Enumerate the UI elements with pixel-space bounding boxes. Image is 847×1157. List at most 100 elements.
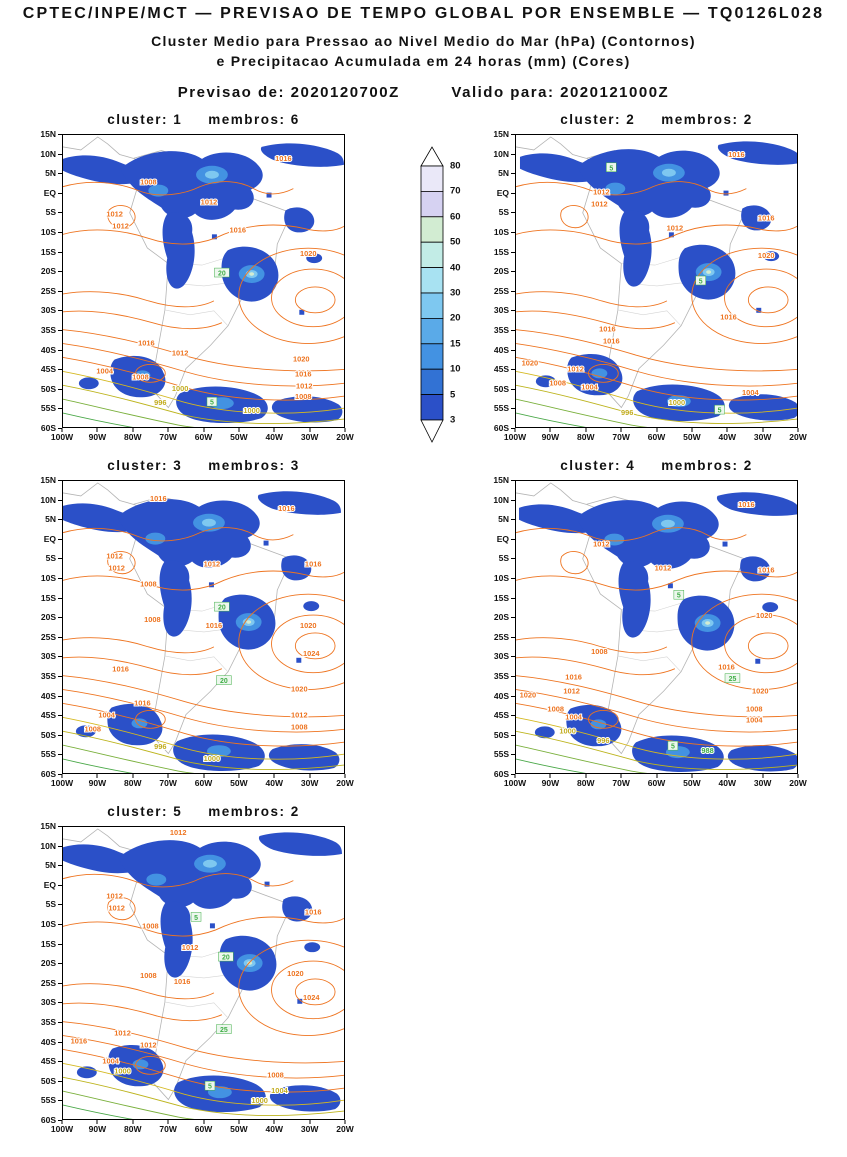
contour-label: 1004: [581, 382, 598, 391]
lon-tick-label: 80W: [577, 432, 595, 442]
lat-tick: [511, 349, 515, 351]
contour-label: 1008: [549, 378, 566, 387]
lat-tick-label: EQ: [43, 879, 56, 890]
lat-tick: [511, 774, 515, 775]
lat-tick: [511, 134, 515, 135]
lat-tick-label: 5S: [498, 553, 509, 564]
lat-tick: [58, 963, 62, 965]
forecast-dates: Previsao de: 2020120700Z Valido para: 20…: [0, 84, 847, 101]
contour-label: 1012: [593, 540, 610, 549]
lat-tick-label: 25S: [40, 285, 56, 296]
lat-tick-label: 5S: [45, 899, 56, 910]
lat-tick: [511, 519, 515, 521]
subtitle-line-2: e Precipitacao Acumulada em 24 horas (mm…: [216, 53, 631, 69]
lat-tick-label: 10S: [40, 572, 56, 583]
precip-label-box: [206, 396, 218, 407]
panel-title: cluster: 4 membros: 2: [515, 458, 798, 480]
contour-label: 1004: [746, 715, 763, 724]
contour-label: 1000: [669, 398, 686, 407]
lat-axis: 15N 10N 5N EQ 5S 10S 15S 20S 25S 30S 35S 40S 45S 50S 5…: [487, 130, 515, 432]
lat-tick: [58, 774, 62, 775]
lat-tick: [58, 349, 62, 351]
colorbar-cell: [420, 191, 444, 218]
cluster-panel-4: cluster: 4 membros: 2 15N 10N 5N EQ 5S 10S 15S 20…: [487, 458, 806, 787]
lat-tick: [511, 597, 515, 599]
lat-tick: [58, 924, 62, 925]
lon-tick: [620, 428, 622, 432]
lon-axis: 100W 90W 80W 70W 60W 50W 40W 30W 20W: [51, 774, 354, 790]
lat-tick-label: 5N: [45, 167, 56, 178]
lat-tick-label: 45S: [493, 709, 509, 720]
contour-label: 1012: [112, 221, 129, 230]
lat-tick-label: 15N: [493, 128, 509, 139]
lon-tick-label: 40W: [265, 432, 283, 442]
lat-tick: [511, 232, 515, 233]
lon-tick: [585, 774, 587, 778]
contour-label: 1008: [267, 1070, 284, 1079]
contour-label: 1012: [108, 563, 125, 572]
lat-tick: [58, 1002, 62, 1004]
lon-tick-label: 80W: [124, 432, 142, 442]
lat-tick-label: 20S: [40, 611, 56, 622]
lat-tick-label: 20S: [493, 611, 509, 622]
contour-label: 1016: [150, 494, 167, 503]
contour-label: 1008: [746, 704, 763, 713]
lat-tick: [58, 754, 62, 756]
lon-tick: [726, 774, 728, 778]
lat-axis: 15N 10N 5N EQ 5S 10S 15S 20S 25S 30S 35S 40S 45S 50S 5…: [34, 476, 62, 778]
contour-label: 1008: [547, 704, 564, 713]
coastline-central-america: [63, 136, 134, 159]
map-canvas: 1016 5 1012 1012 1012 1016 1020 5 1016 1016 1016 10…: [516, 136, 797, 427]
lat-tick-label: 10N: [40, 494, 56, 505]
map-canvas: 1016 1012 1012 1016 5 1020 1008 1016 25 1016 1012 1…: [516, 482, 797, 773]
precip-label: 20: [222, 955, 230, 962]
lat-tick-label: 40S: [493, 344, 509, 355]
lat-tick-label: 10N: [40, 148, 56, 159]
cluster-label: cluster: 4: [560, 458, 636, 473]
lat-tick: [58, 597, 62, 599]
lat-tick-label: 15S: [493, 246, 509, 257]
contour-labels: 1016 1008 1012 1012 1012 1016 1020 20 1016 1012 10…: [95, 153, 317, 416]
colorbar-cell: [420, 317, 444, 345]
lon-tick: [656, 774, 657, 778]
contour-label: 1016: [71, 1037, 88, 1046]
contour-label: 1012: [106, 209, 123, 218]
contour-label: 1016: [728, 150, 745, 159]
lat-tick-label: 45S: [493, 363, 509, 374]
lon-tick: [61, 1120, 63, 1124]
lat-tick-label: 50S: [40, 729, 56, 740]
lon-tick: [273, 1120, 275, 1124]
lat-tick: [58, 290, 62, 292]
lat-tick: [511, 636, 515, 638]
contour-label: 1004: [565, 712, 582, 721]
panel-title: cluster: 5 membros: 2: [62, 804, 345, 826]
lon-tick: [549, 428, 551, 432]
lat-tick-label: 10S: [40, 226, 56, 237]
lat-tick: [58, 884, 62, 886]
colorbar-scale: [420, 146, 444, 443]
lat-tick: [511, 388, 515, 390]
membros-label: membros: 2: [661, 112, 753, 127]
lon-axis: 100W 90W 80W 70W 60W 50W 40W 30W 20W: [504, 428, 807, 444]
lon-tick-label: 90W: [541, 432, 560, 442]
panel-title: cluster: 1 membros: 6: [62, 112, 345, 134]
cluster-label: cluster: 5: [107, 804, 183, 819]
contour-label: 1016: [278, 504, 295, 513]
lat-tick-label: 5N: [45, 859, 56, 870]
contour-label: 1000: [114, 1066, 131, 1075]
precip-label: 25: [729, 676, 737, 683]
lat-tick-label: 5S: [498, 207, 509, 218]
colorbar-cell: [420, 165, 444, 192]
lat-tick: [58, 904, 62, 906]
contour-label: 1004: [102, 1056, 119, 1065]
lat-tick-label: 10N: [493, 494, 509, 505]
lat-tick: [58, 636, 62, 638]
contour-label: 1020: [752, 687, 769, 696]
map-cluster-3: 1016 1016 1012 1012 1008 1012 1016 20 1008 1016 10…: [62, 480, 345, 774]
contour-label: 1020: [520, 691, 537, 700]
lat-tick: [58, 251, 62, 253]
lon-tick: [132, 428, 134, 432]
contour-label: 1008: [144, 615, 161, 624]
lat-tick-label: 15N: [40, 820, 56, 831]
colorbar-cell: [420, 267, 444, 294]
